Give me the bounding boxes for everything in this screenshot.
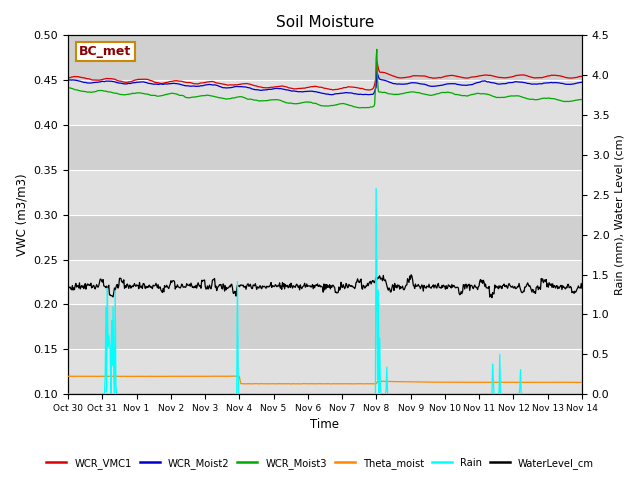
Bar: [68, 80, 582, 125]
Bar: [68, 304, 582, 349]
Y-axis label: Rain (mm), Water Level (cm): Rain (mm), Water Level (cm): [615, 134, 625, 295]
Bar: [68, 215, 582, 260]
Y-axis label: VWC (m3/m3): VWC (m3/m3): [15, 173, 28, 256]
Title: Soil Moisture: Soil Moisture: [276, 15, 374, 30]
Bar: [68, 260, 582, 304]
Bar: [68, 125, 582, 170]
Legend: WCR_VMC1, WCR_Moist2, WCR_Moist3, Theta_moist, Rain, WaterLevel_cm: WCR_VMC1, WCR_Moist2, WCR_Moist3, Theta_…: [42, 454, 598, 473]
Text: BC_met: BC_met: [79, 45, 132, 58]
X-axis label: Time: Time: [310, 419, 339, 432]
Bar: [68, 349, 582, 394]
Bar: [68, 36, 582, 80]
Bar: [68, 170, 582, 215]
